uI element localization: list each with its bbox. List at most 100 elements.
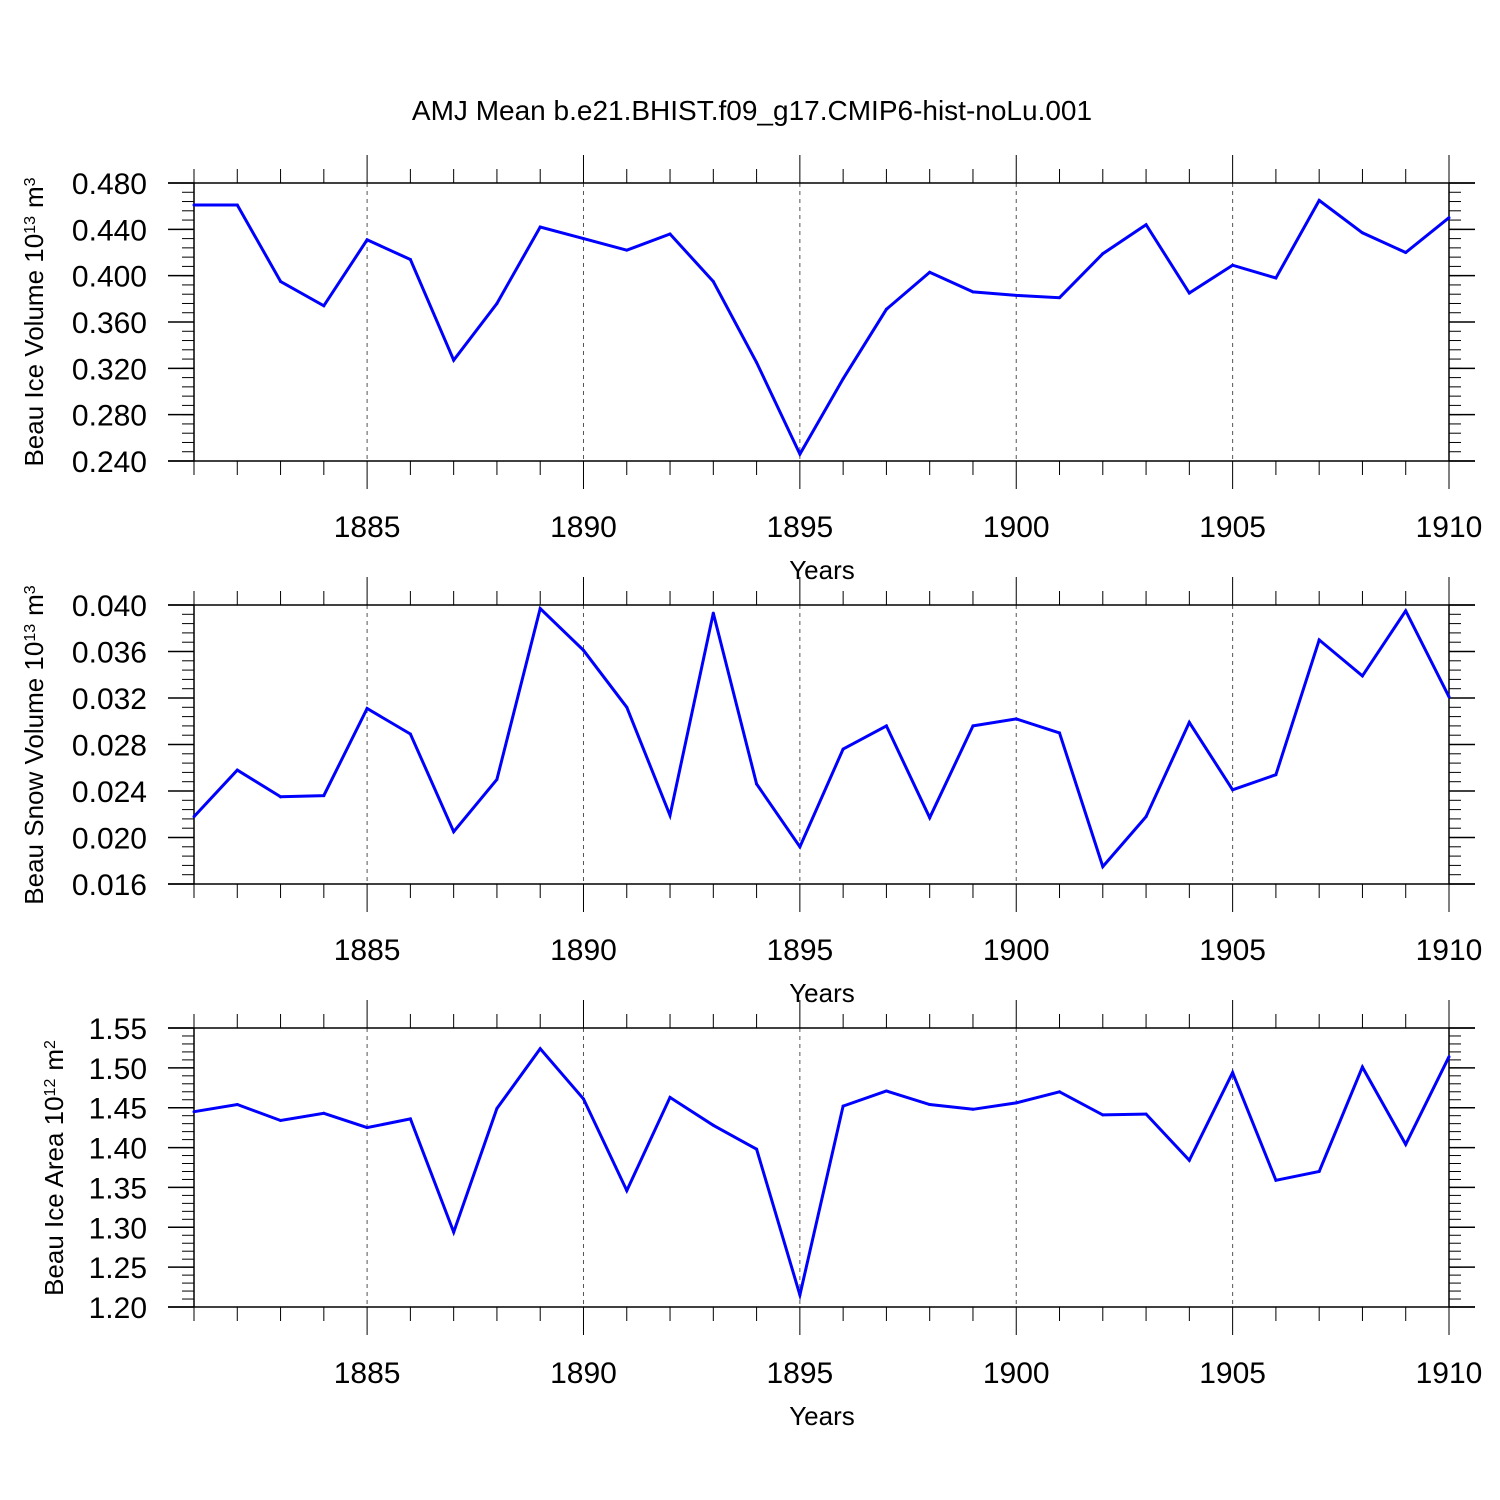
data-point [192, 1110, 196, 1114]
data-point [279, 279, 283, 283]
data-point [1101, 252, 1105, 256]
data-point [1014, 293, 1018, 297]
data-point [495, 777, 499, 781]
data-point [798, 1293, 802, 1297]
y-tick-label: 0.240 [72, 446, 147, 479]
data-point [1360, 674, 1364, 678]
y-tick-label: 0.440 [72, 214, 147, 247]
data-point [755, 1147, 759, 1151]
y-tick-label: 0.024 [72, 776, 147, 809]
data-point [1231, 263, 1235, 267]
ice-area-panel: 1.20 1.25 1.30 1.35 1.40 1.45 1.50 1.55 1885 1890… [39, 1000, 1482, 1431]
data-point [971, 724, 975, 728]
ice-volume-panel: 0.240 0.280 0.320 0.360 0.400 0.440 0.480 1885 1… [19, 155, 1482, 585]
data-point [322, 794, 326, 798]
y-tick-label: 0.028 [72, 730, 147, 763]
y-tick-label: 0.032 [72, 683, 147, 716]
data-point [1404, 251, 1408, 254]
x-tick-label: 1900 [983, 934, 1050, 967]
data-point [711, 1123, 715, 1127]
data-point [1101, 1113, 1105, 1117]
y-tick-label: 0.360 [72, 307, 147, 340]
data-point [1187, 291, 1191, 295]
y-tick-label: 1.40 [89, 1133, 147, 1166]
data-point [1317, 638, 1321, 642]
x-tick-label: 1905 [1199, 511, 1266, 544]
x-tick-label: 1885 [334, 934, 401, 967]
data-point [1447, 695, 1451, 699]
x-tick-label: 1910 [1416, 1357, 1483, 1390]
data-point [1360, 231, 1364, 235]
x-tick-label: 1910 [1416, 511, 1483, 544]
x-tick-label: 1905 [1199, 1357, 1266, 1390]
y-tick-label: 1.45 [89, 1093, 147, 1126]
data-point [452, 358, 456, 362]
data-point [1317, 198, 1321, 202]
x-tick-label: 1895 [766, 511, 833, 544]
data-point [1144, 1112, 1148, 1116]
x-axis-label: Years [789, 555, 855, 585]
data-point [971, 1107, 975, 1111]
x-tick-label: 1905 [1199, 934, 1266, 967]
data-point [1231, 788, 1235, 792]
data-point [1447, 1055, 1451, 1059]
data-point [538, 225, 542, 229]
snow-volume-panel: 0.016 0.020 0.024 0.028 0.032 0.036 0.040 1885 1… [19, 577, 1482, 1008]
data-point [625, 705, 629, 709]
x-tick-label: 1895 [766, 934, 833, 967]
data-point [1317, 1169, 1321, 1173]
x-tick-label: 1885 [334, 1357, 401, 1390]
data-point [841, 747, 845, 751]
y-tick-label: 1.25 [89, 1252, 147, 1285]
y-tick-label: 0.480 [72, 168, 147, 201]
data-point [581, 1097, 585, 1101]
data-point [884, 307, 888, 311]
data-point [841, 1104, 845, 1108]
data-point [322, 304, 326, 308]
data-point [1187, 1158, 1191, 1162]
data-point [884, 1089, 888, 1093]
data-point [625, 1189, 629, 1193]
data-point [495, 301, 499, 305]
data-point [1014, 1101, 1018, 1105]
data-point [1101, 865, 1105, 869]
y-tick-label: 0.016 [72, 869, 147, 902]
data-point [408, 257, 412, 261]
figure-title: AMJ Mean b.e21.BHIST.f09_g17.CMIP6-hist-… [412, 95, 1092, 126]
data-point [581, 648, 585, 652]
data-point [365, 238, 369, 242]
data-point [1058, 731, 1062, 735]
data-point [1360, 1065, 1364, 1069]
y-tick-label: 1.20 [89, 1292, 147, 1325]
data-point [538, 606, 542, 610]
y-tick-label: 0.040 [72, 590, 147, 623]
data-point [1274, 773, 1278, 777]
series-line [194, 198, 1450, 458]
data-point [1274, 1178, 1278, 1182]
y-tick-label: 0.020 [72, 823, 147, 856]
data-point [322, 1111, 326, 1115]
data-point [1187, 720, 1191, 724]
data-point [192, 815, 196, 819]
data-point [1274, 276, 1278, 280]
y-tick-label: 1.35 [89, 1172, 147, 1205]
data-point [625, 248, 629, 252]
data-point [452, 1230, 456, 1234]
data-point [279, 1118, 283, 1122]
data-point [928, 270, 932, 274]
data-point [668, 232, 672, 236]
y-tick-label: 0.320 [72, 353, 147, 386]
x-tick-label: 1890 [550, 934, 617, 967]
y-tick-label: 1.50 [89, 1053, 147, 1086]
y-tick-label: 0.036 [72, 637, 147, 670]
data-point [711, 279, 715, 283]
data-point [235, 1103, 239, 1107]
data-point [971, 290, 975, 294]
data-point [711, 611, 715, 615]
data-point [1144, 815, 1148, 819]
x-tick-label: 1900 [983, 1357, 1050, 1390]
y-tick-label: 0.400 [72, 261, 147, 294]
y-tick-label: 1.55 [89, 1013, 147, 1046]
data-point [668, 1095, 672, 1099]
